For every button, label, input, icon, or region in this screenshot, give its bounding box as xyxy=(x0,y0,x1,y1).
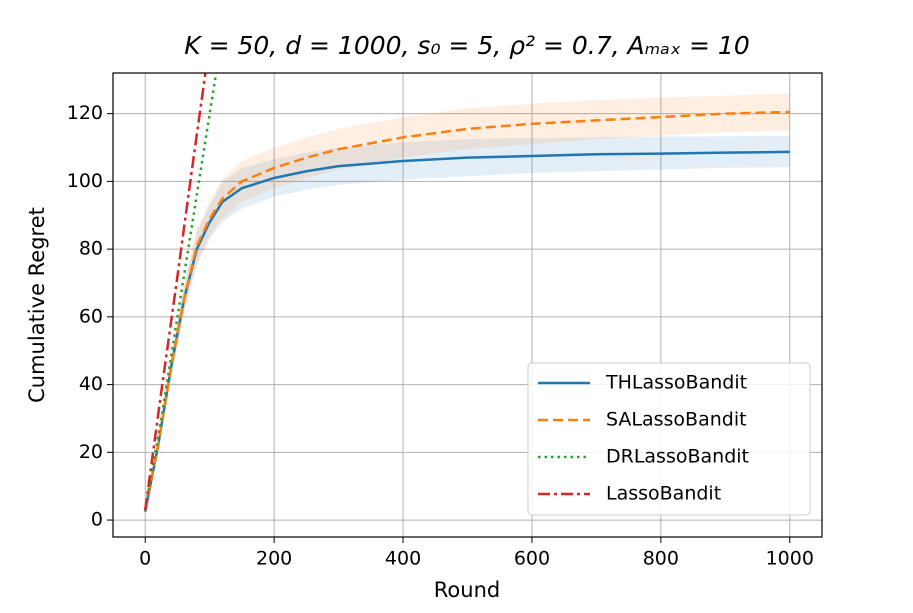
series-line xyxy=(143,73,218,511)
plot-area xyxy=(143,73,790,514)
legend-label: DRLassoBandit xyxy=(606,446,749,468)
legend-label: LassoBandit xyxy=(606,483,721,505)
y-tick-label: 20 xyxy=(79,441,103,463)
axes-frame xyxy=(112,72,823,538)
series-line xyxy=(144,110,790,511)
x-tick-label: 0 xyxy=(139,548,151,570)
y-tick-label: 100 xyxy=(67,170,103,192)
x-tick-label: 200 xyxy=(256,548,292,570)
x-tick-label: 600 xyxy=(514,548,550,570)
y-tick-label: 40 xyxy=(79,373,103,395)
y-axis-label: Cumulative Regret xyxy=(25,207,49,403)
series-line xyxy=(143,73,207,511)
y-tick-label: 80 xyxy=(79,238,103,260)
x-tick-label: 400 xyxy=(385,548,421,570)
x-tick-label: 800 xyxy=(643,548,679,570)
legend-label: SALassoBandit xyxy=(606,409,747,431)
y-tick-label: 120 xyxy=(67,102,103,124)
y-tick-label: 0 xyxy=(91,509,103,531)
chart-title: K = 50, d = 1000, s₀ = 5, ρ² = 0.7, Aₘₐₓ… xyxy=(184,31,749,60)
x-tick-label: 1000 xyxy=(766,548,814,570)
x-axis-label: Round xyxy=(434,578,500,602)
legend-box xyxy=(527,362,811,516)
y-tick-label: 60 xyxy=(79,305,103,327)
legend-label: THLassoBandit xyxy=(605,372,747,394)
